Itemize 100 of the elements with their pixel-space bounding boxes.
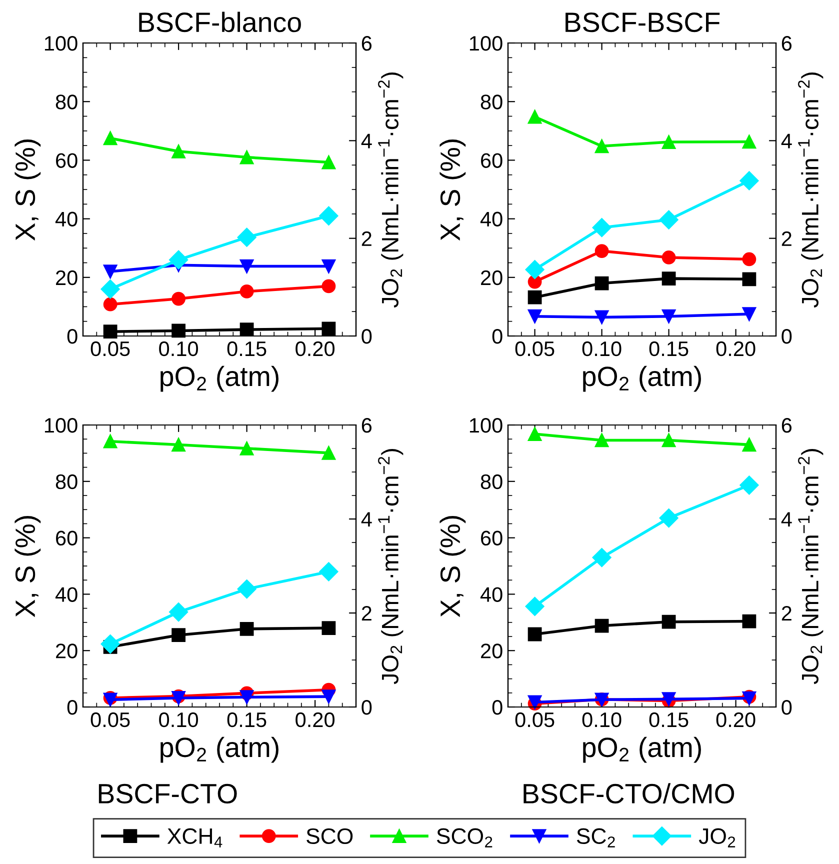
point: [592, 548, 612, 568]
x-tick-label: 0.15: [227, 341, 266, 356]
point: [528, 290, 542, 304]
point: [528, 427, 542, 441]
point: [100, 634, 120, 654]
point: [100, 280, 120, 299]
point: [594, 310, 609, 324]
y-tick-label: 20: [56, 270, 78, 286]
y-tick-label: 100: [44, 36, 78, 51]
legend-label: XCH$_{4}$: [167, 828, 222, 848]
y-tick-label: 80: [56, 94, 78, 110]
point: [662, 309, 676, 324]
x-tick-label: 0.05: [515, 341, 554, 356]
point: [742, 614, 756, 628]
y-tick-label: 80: [480, 94, 502, 110]
y2-axis-title: JO$_{2}$ (NmL·min$^{−1}$·cm$^{−2}$): [798, 449, 824, 684]
point: [322, 621, 336, 635]
point: [662, 272, 676, 286]
point: [592, 218, 612, 238]
point: [662, 250, 676, 264]
y2-axis-title: JO$_{2}$ (NmL·min$^{−1}$·cm$^{−2}$): [798, 72, 824, 308]
y-tick-label: 60: [56, 530, 78, 546]
y2-tick-label: 0: [782, 700, 792, 715]
text: BSCF-CTO: [98, 784, 237, 804]
point: [240, 259, 254, 274]
point: [662, 135, 676, 149]
point: [528, 627, 542, 642]
point: [594, 433, 609, 448]
point: [322, 446, 336, 460]
point: [237, 228, 256, 247]
point: [240, 150, 254, 164]
text: BSCF-CTO/CMO: [524, 783, 734, 804]
point: [172, 144, 186, 158]
point: [322, 690, 336, 704]
y-tick-label: 100: [470, 36, 502, 51]
point: [322, 322, 336, 336]
legend-label: SCO$_{2}$: [436, 828, 492, 848]
y2-tick-label: 2: [782, 606, 792, 621]
y-tick-label: 60: [481, 153, 502, 168]
point: [740, 476, 759, 495]
y2-tick-label: 6: [362, 36, 372, 51]
point: [240, 622, 254, 636]
point: [240, 322, 254, 336]
point: [172, 438, 186, 452]
y2-tick-label: 6: [782, 418, 792, 433]
point: [528, 110, 542, 124]
point: [172, 324, 186, 338]
point: [594, 244, 609, 258]
point: [103, 131, 118, 146]
x-axis-title: pO$_{2}$ (atm): [583, 736, 701, 763]
x-tick-label: 0.10: [159, 341, 198, 356]
point: [742, 307, 756, 321]
y-tick-label: 60: [481, 530, 502, 546]
y-tick-label: 40: [55, 587, 78, 602]
y-tick-label: 20: [481, 644, 502, 658]
point: [594, 276, 609, 290]
y-axis-title: X, S (%): [440, 140, 466, 241]
point: [240, 284, 254, 298]
y2-tick-label: 2: [362, 606, 372, 621]
point: [528, 309, 542, 324]
y-tick-label: 100: [44, 418, 78, 433]
point: [594, 139, 609, 154]
y-tick-label: 60: [56, 153, 78, 168]
x-tick-label: 0.05: [90, 712, 130, 728]
point: [103, 434, 118, 448]
y-tick-label: 20: [481, 270, 502, 286]
y-tick-label: 40: [55, 212, 78, 227]
chart-title: BSCF-blanco: [139, 12, 301, 32]
point: [742, 272, 756, 286]
y2-tick-label: 2: [782, 231, 792, 246]
x-axis-title: pO$_{2}$ (atm): [583, 366, 701, 392]
point: [172, 628, 186, 642]
y-axis-title: X, S (%): [14, 140, 41, 241]
y-tick-label: 0: [67, 329, 78, 344]
point: [322, 259, 336, 274]
x-tick-label: 0.10: [582, 341, 622, 356]
y-tick-label: 20: [56, 644, 78, 658]
y2-tick-label: 4: [781, 134, 792, 148]
x-tick-label: 0.15: [649, 712, 688, 728]
x-tick-label: 0.10: [582, 712, 622, 728]
y-axis-title: X, S (%): [14, 516, 41, 618]
point: [322, 155, 336, 170]
y-tick-label: 40: [480, 212, 502, 227]
y2-tick-label: 4: [361, 134, 372, 148]
x-tick-label: 0.20: [716, 712, 756, 728]
chart-title: BSCF-BSCF: [566, 12, 720, 32]
y-tick-label: 0: [492, 329, 502, 344]
x-axis-title: pO$_{2}$ (atm): [160, 366, 278, 392]
point: [742, 438, 756, 452]
x-tick-label: 0.15: [649, 341, 688, 356]
point: [742, 252, 756, 266]
point: [742, 134, 756, 149]
point: [172, 292, 186, 306]
point: [662, 433, 676, 448]
x-tick-label: 0.05: [90, 341, 130, 356]
point: [525, 260, 544, 280]
y-tick-label: 0: [492, 700, 502, 715]
x-tick-label: 0.10: [159, 712, 198, 728]
point: [240, 690, 254, 704]
point: [103, 297, 118, 312]
